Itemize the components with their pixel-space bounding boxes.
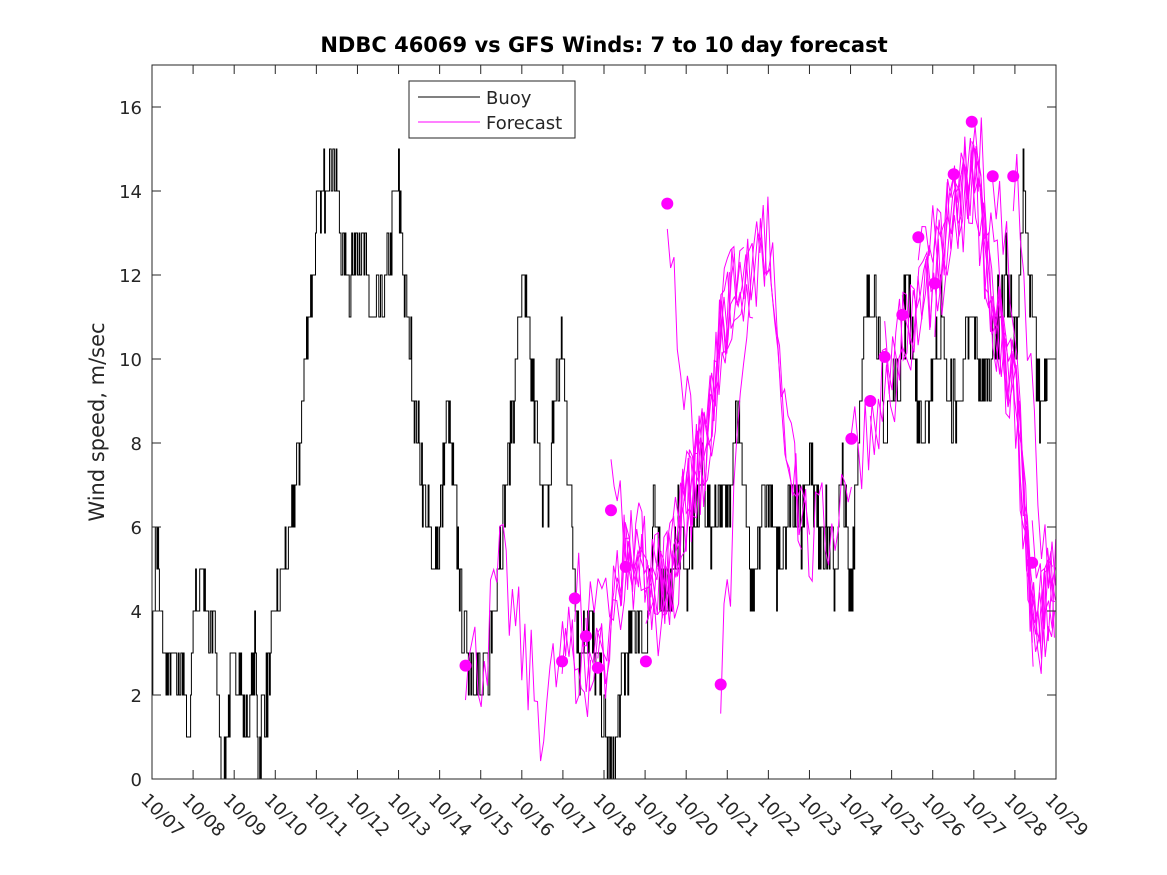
- forecast-start-point-18: [986, 170, 999, 183]
- series-forecast-trace-18: [992, 180, 1056, 674]
- y-axis-label: Wind speed, m/sec: [85, 322, 109, 521]
- series-forecast-trace-19: [1012, 153, 1056, 589]
- forecast-start-point-15: [928, 277, 941, 290]
- series-forecast-trace-13: [901, 144, 1056, 635]
- y-tick-label: 4: [131, 602, 142, 623]
- forecast-start-point-4: [591, 661, 604, 674]
- forecast-start-point-8: [661, 197, 674, 210]
- forecast-start-point-12: [878, 350, 891, 363]
- series-forecast-trace-4: [597, 254, 751, 699]
- forecast-start-point-10: [845, 432, 858, 445]
- series-forecast-trace-8: [666, 196, 802, 550]
- y-tick-label: 14: [119, 182, 142, 203]
- series-forecast-trace-7: [645, 218, 810, 657]
- series-forecast-trace-6: [625, 245, 754, 616]
- series-forecast-trace-16: [953, 149, 1055, 645]
- forecast-start-point-5: [604, 504, 617, 517]
- y-tick-label: 6: [131, 518, 142, 539]
- series-forecast-trace-9: [720, 204, 852, 714]
- series-forecast-trace-17: [971, 117, 1056, 658]
- forecast-start-point-20: [1026, 556, 1039, 569]
- plot-layer: [151, 115, 1057, 780]
- y-tick-label: 0: [131, 770, 142, 791]
- y-tick-label: 16: [119, 98, 142, 119]
- chart-title: NDBC 46069 vs GFS Winds: 7 to 10 day for…: [320, 33, 887, 57]
- forecast-start-point-6: [619, 560, 632, 573]
- forecast-start-point-9: [714, 678, 727, 691]
- y-tick-label: 10: [119, 350, 142, 371]
- legend-forecast-label: Forecast: [486, 113, 562, 134]
- forecast-start-point-7: [639, 655, 652, 668]
- forecast-start-point-11: [864, 395, 877, 407]
- series-forecast-trace-0: [465, 523, 592, 762]
- forecast-start-point-17: [965, 115, 978, 128]
- forecast-start-point-19: [1007, 170, 1020, 183]
- forecast-start-point-0: [459, 659, 472, 672]
- legend: Buoy Forecast: [408, 80, 576, 139]
- forecast-start-point-13: [896, 308, 909, 321]
- legend-box: [408, 80, 576, 139]
- y-tick-label: 2: [131, 686, 142, 707]
- forecast-start-point-16: [947, 168, 960, 181]
- series-forecast-trace-1: [561, 468, 701, 705]
- forecast-start-point-3: [579, 630, 592, 643]
- forecast-start-point-14: [912, 231, 925, 244]
- y-tick-label: 8: [131, 434, 142, 455]
- y-tick-label: 12: [119, 266, 142, 287]
- forecast-start-point-1: [556, 655, 569, 668]
- series-forecast-trace-20: [1031, 520, 1054, 630]
- forecast-start-point-2: [568, 592, 581, 605]
- legend-buoy-label: Buoy: [486, 88, 532, 109]
